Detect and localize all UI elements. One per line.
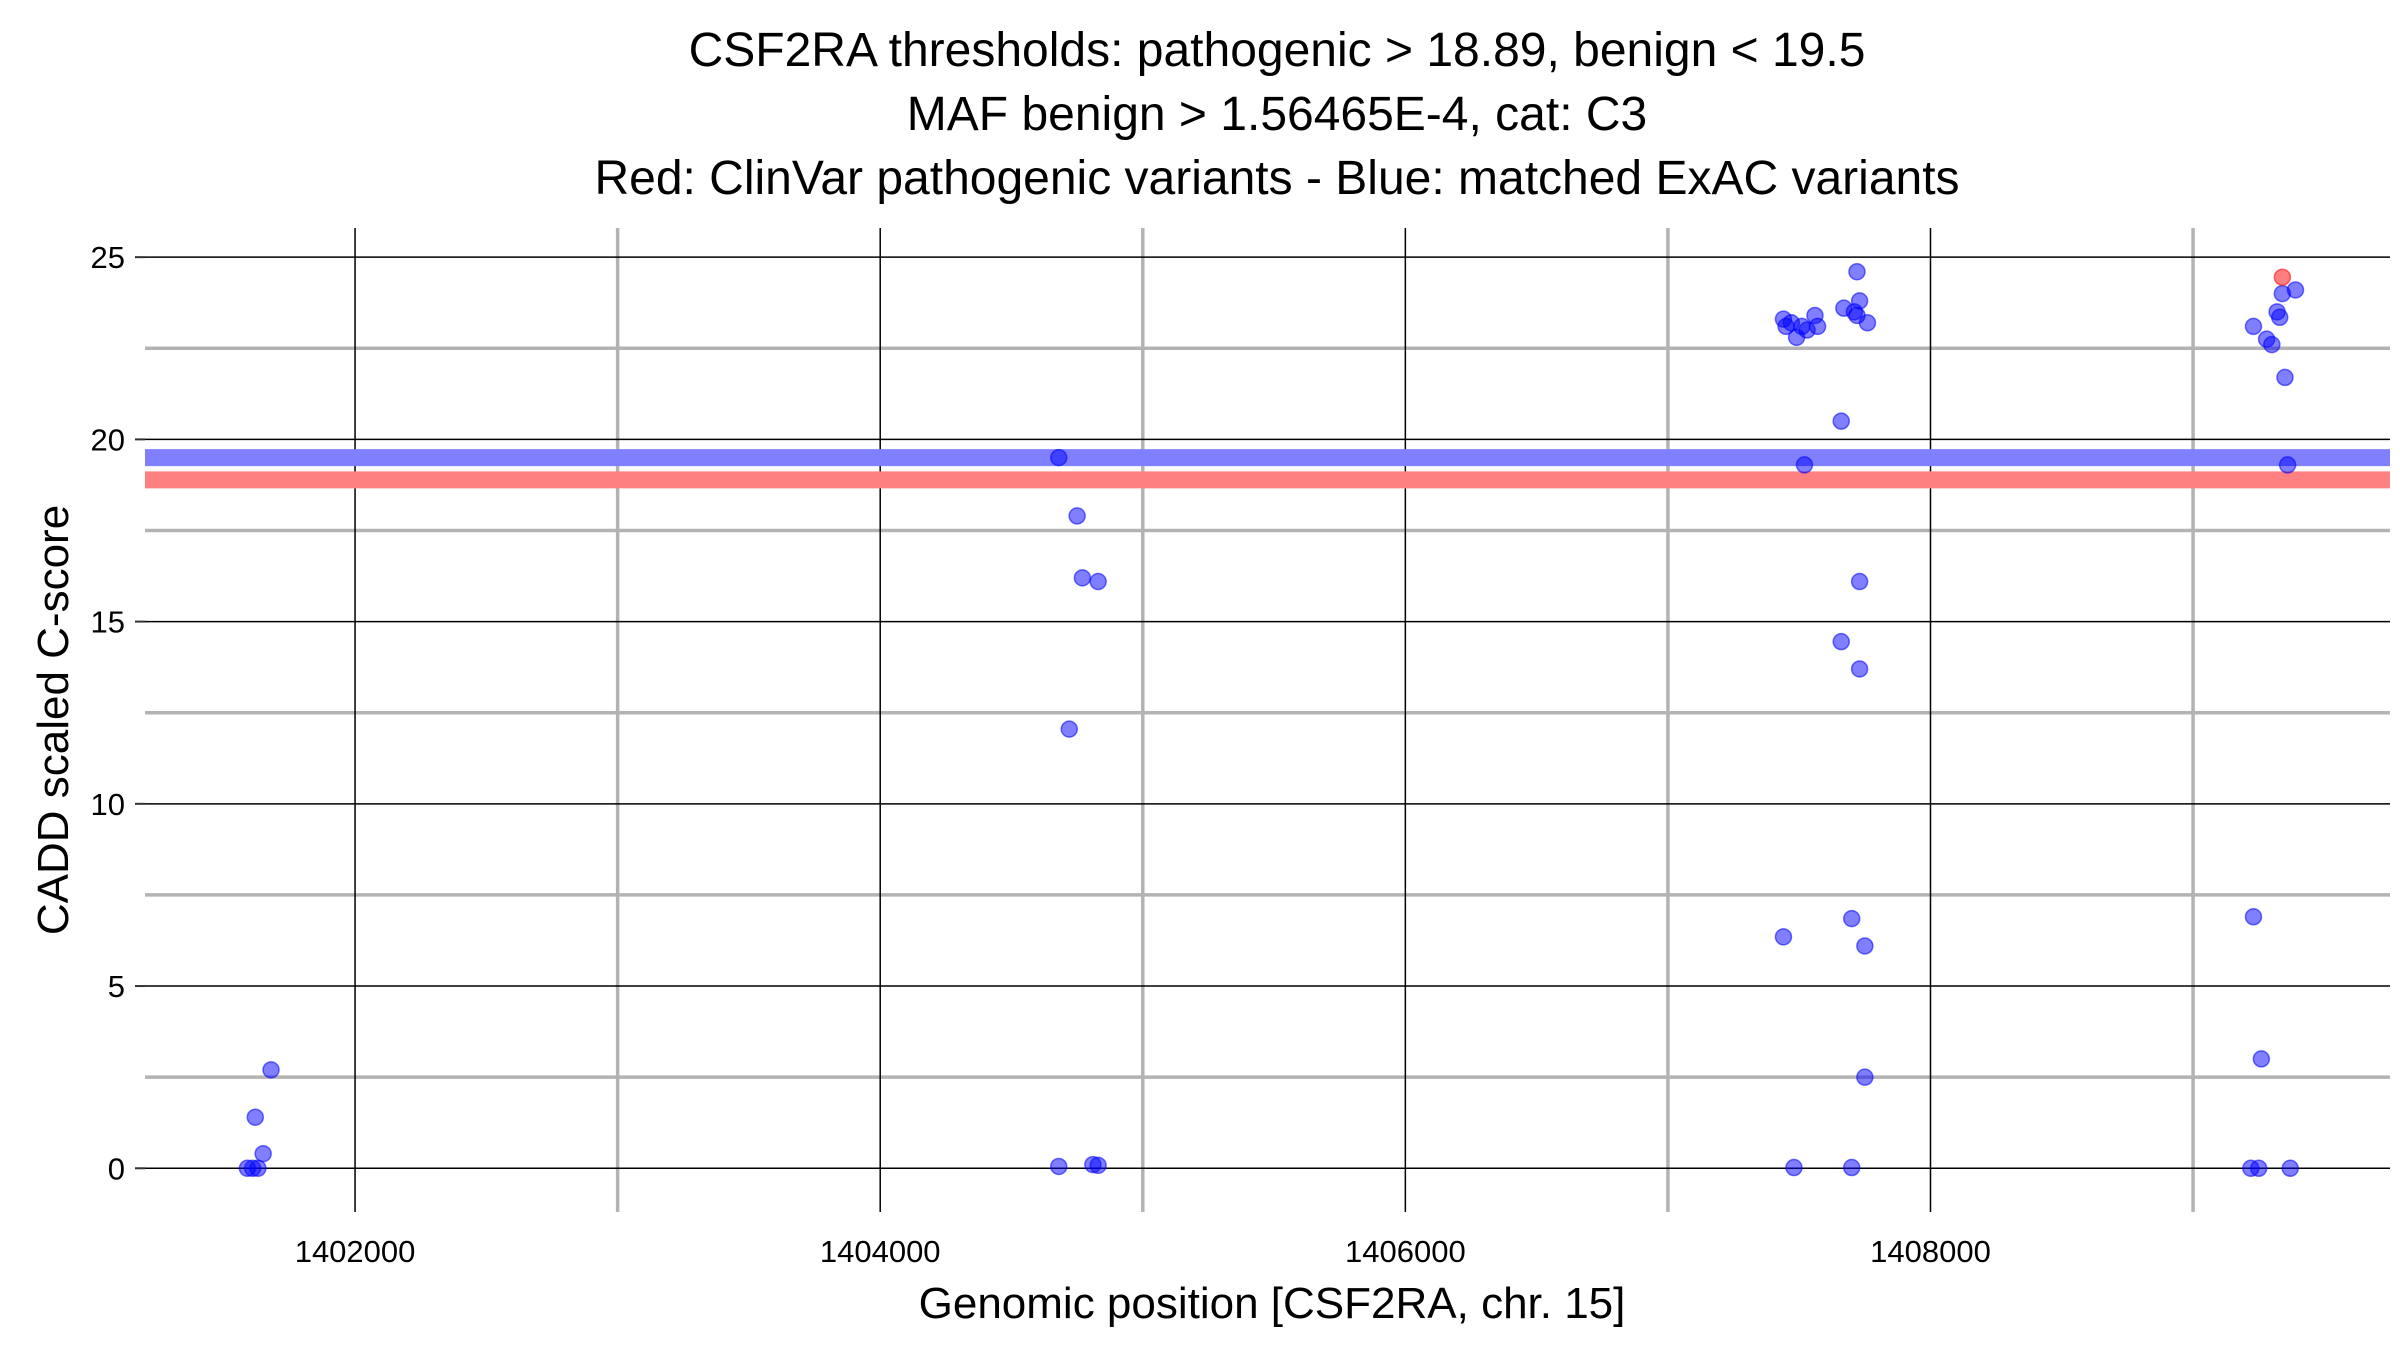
exac-point — [1089, 572, 1107, 591]
exac-point — [1050, 1157, 1068, 1176]
title-line-3: Red: ClinVar pathogenic variants - Blue:… — [594, 152, 1959, 205]
exac-point — [2286, 281, 2305, 299]
y-tick-label: 0 — [108, 1151, 125, 1186]
major-gridlines — [145, 228, 2390, 1212]
exac-point — [1785, 1158, 1803, 1177]
exac-point — [2249, 1159, 2268, 1178]
title-line-2: MAF benign > 1.56465E-4, cat: C3 — [907, 88, 1647, 141]
y-tick-label: 10 — [91, 787, 125, 822]
exac-point — [254, 1144, 272, 1163]
exac-point — [1856, 1068, 1874, 1086]
exac-point — [1850, 572, 1869, 591]
x-tick-label: 1402000 — [295, 1234, 416, 1269]
exac-point — [2244, 908, 2263, 926]
x-axis-ticks: 1402000 1404000 1406000 1408000 — [295, 1234, 1991, 1269]
exac-point — [1832, 412, 1850, 430]
exac-point — [1060, 720, 1079, 738]
exac-point — [2252, 1050, 2271, 1068]
threshold-bands — [145, 449, 2390, 489]
exac-point — [1050, 448, 1068, 467]
exac-point — [2281, 1159, 2299, 1178]
exac-point — [1842, 909, 1861, 928]
exac-point — [246, 1108, 265, 1126]
exac-point — [1795, 456, 1814, 474]
exac-point — [2270, 308, 2289, 327]
y-tick-label: 25 — [91, 240, 125, 275]
y-tick-label: 5 — [108, 969, 125, 1004]
y-axis-ticks: 0 5 10 15 20 25 — [91, 240, 145, 1186]
y-axis-title: CADD scaled C-score — [29, 505, 78, 935]
x-tick-label: 1406000 — [1345, 1234, 1466, 1269]
y-tick-label: 15 — [91, 605, 125, 640]
x-tick-label: 1404000 — [820, 1234, 941, 1269]
exac-point — [1808, 317, 1827, 336]
exac-point — [1842, 1158, 1861, 1177]
clinvar-point — [2273, 268, 2292, 286]
exac-point — [1073, 569, 1092, 587]
exac-point — [262, 1061, 280, 1079]
x-tick-label: 1408000 — [1870, 1234, 1991, 1269]
x-axis-title: Genomic position [CSF2RA, chr. 15] — [919, 1279, 1626, 1328]
exac-point — [1845, 303, 1864, 321]
exac-point — [249, 1159, 267, 1178]
data-points — [238, 262, 2305, 1178]
chart-title: CSF2RA thresholds: pathogenic > 18.89, b… — [594, 24, 1959, 205]
minor-gridlines — [145, 228, 2390, 1212]
exac-point — [2244, 317, 2263, 336]
exac-point — [1856, 937, 1874, 955]
exac-point — [1068, 507, 1086, 525]
title-line-1: CSF2RA thresholds: pathogenic > 18.89, b… — [689, 24, 1866, 77]
exac-point — [1858, 314, 1877, 332]
exac-point — [1848, 262, 1866, 281]
exac-point — [2263, 335, 2281, 354]
y-tick-label: 20 — [91, 422, 125, 457]
exac-point — [1850, 660, 1869, 678]
exac-point — [2278, 456, 2297, 474]
exac-point — [1832, 632, 1850, 651]
exac-point — [1089, 1156, 1107, 1175]
exac-point — [1774, 928, 1793, 946]
exac-point — [2276, 368, 2294, 387]
